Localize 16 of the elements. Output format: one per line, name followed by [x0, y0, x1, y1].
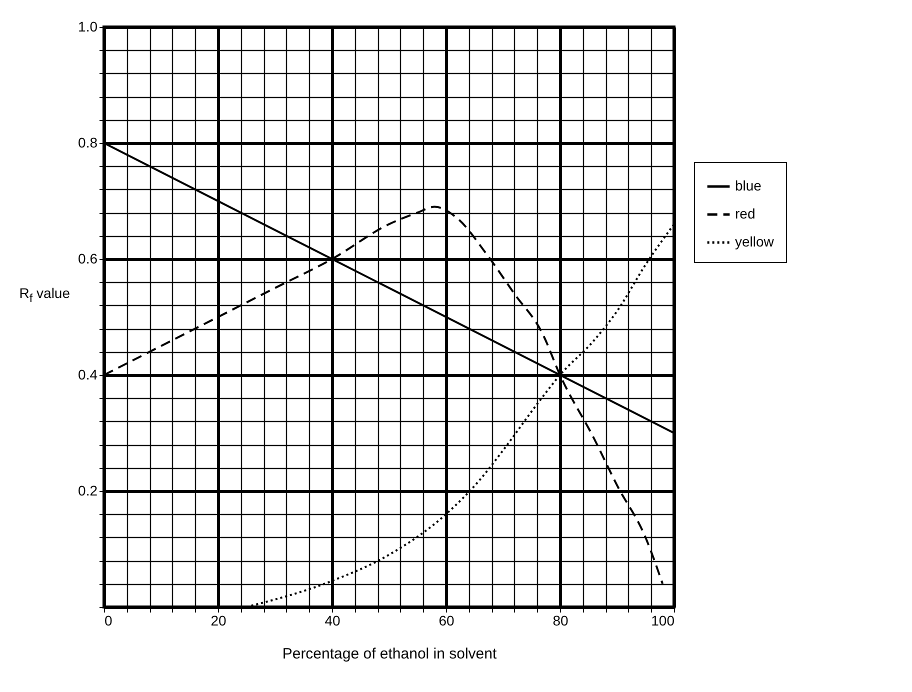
legend-label: yellow: [735, 234, 775, 250]
x-tick-label: 100: [651, 612, 675, 628]
x-tick-label: 20: [210, 612, 226, 628]
y-axis-title: R$_{f}$ value: [18, 285, 71, 305]
y-tick-label: 1.0: [78, 18, 98, 34]
legend-label: red: [735, 206, 756, 222]
y-tick-label: 0.6: [78, 250, 98, 266]
y-tick-label: 0.8: [78, 134, 98, 150]
x-axis-title: Percentage of ethanol in solvent: [282, 646, 498, 662]
x-tick-label: 80: [552, 612, 568, 628]
x-tick-label: 40: [324, 612, 340, 628]
legend-label: blue: [735, 178, 762, 194]
x-tick-label: 0: [104, 612, 112, 628]
y-tick-label: 0.4: [78, 366, 98, 382]
x-tick-label: 60: [438, 612, 454, 628]
y-tick-label: 0.2: [78, 482, 98, 498]
